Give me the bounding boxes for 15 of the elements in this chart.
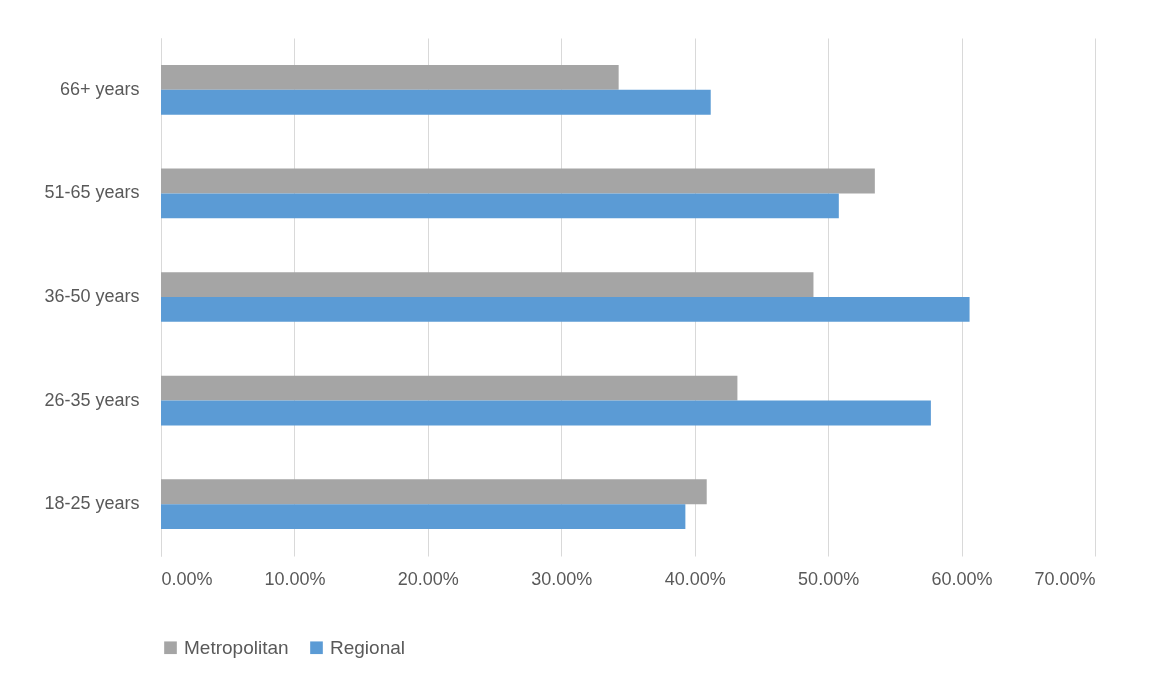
x-tick-label: 0.00% (161, 568, 213, 589)
y-tick-label: 26-35 years (44, 389, 140, 410)
x-tick-label: 70.00% (1034, 568, 1096, 589)
x-tick-label: 50.00% (798, 568, 860, 589)
x-tick-label: 60.00% (931, 568, 993, 589)
y-tick-label: 36-50 years (44, 286, 140, 306)
x-tick-label: 30.00% (531, 568, 593, 589)
y-tick-label: 66+ years (59, 78, 140, 99)
x-tick-label: 10.00% (264, 568, 326, 589)
legend-label: Metropolitan (184, 636, 289, 658)
x-tick-label: 20.00% (397, 568, 459, 589)
y-tick-label: 51-65 years (44, 182, 140, 203)
legend-label: Regional (330, 636, 405, 658)
y-tick-label: 18-25 years (44, 493, 140, 514)
x-tick-label: 40.00% (664, 568, 726, 589)
